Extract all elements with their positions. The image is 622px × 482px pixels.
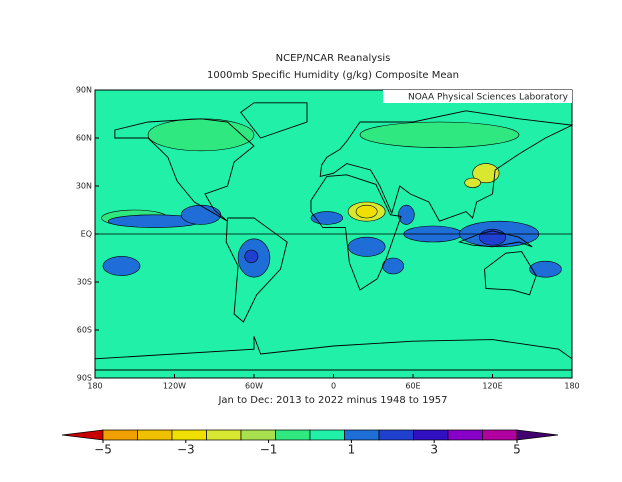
coastline — [457, 230, 533, 248]
moist-region — [310, 211, 344, 225]
colorbar-label: −3 — [177, 443, 195, 457]
lat-tick-label: 30N — [76, 182, 92, 191]
coastline — [225, 217, 288, 323]
colorbar-end — [61, 429, 104, 441]
colorbar-box — [344, 429, 380, 441]
lon-tick-label: 180 — [87, 382, 102, 391]
moist-region — [478, 228, 507, 246]
dry-region — [147, 118, 255, 152]
coastline — [319, 110, 574, 222]
lon-tick-label: 180 — [564, 382, 579, 391]
moist-region — [180, 204, 222, 225]
dry-region — [472, 163, 500, 184]
colorbar-label: 1 — [348, 443, 356, 457]
lat-tick-label: EQ — [81, 230, 92, 239]
colorbar-box — [309, 429, 345, 441]
moist-region — [529, 260, 562, 278]
colorbar-box — [171, 429, 207, 441]
moist-region — [244, 249, 259, 264]
coastline — [310, 174, 402, 291]
coastline — [240, 102, 308, 139]
lat-tick-label: 60N — [76, 134, 92, 143]
lat-tick-label: 30S — [77, 278, 92, 287]
title: NCEP/NCAR Reanalysis — [276, 53, 391, 64]
colorbar-end — [516, 429, 559, 441]
lon-tick-label: 60E — [405, 382, 420, 391]
colorbar-box — [482, 429, 518, 441]
dry-region — [355, 204, 378, 219]
moist-region — [347, 236, 386, 257]
colorbar-box — [206, 429, 242, 441]
lat-tick-label: 90N — [76, 86, 92, 95]
moist-region — [398, 204, 415, 225]
map: 180 120W 60W 0 60E 120E 180 90N 60N 30N EQ 30S 60S 90… — [76, 86, 580, 391]
colorbar-label: 5 — [513, 443, 521, 457]
colorbar-label: 3 — [430, 443, 438, 457]
colorbar-box — [378, 429, 414, 441]
lon-tick-label: 120W — [163, 382, 186, 391]
colorbar-box — [447, 429, 483, 441]
subtitle: 1000mb Specific Humidity (g/kg) Composit… — [207, 70, 459, 81]
caption: Jan to Dec: 2013 to 2022 minus 1948 to 1… — [217, 395, 447, 406]
coastline — [114, 118, 255, 222]
colorbar-label: −5 — [94, 443, 112, 457]
dry-region — [464, 177, 481, 188]
colorbar-box — [413, 429, 449, 441]
coastline — [484, 251, 537, 296]
colorbar: −5 −3 −1 1 3 5 — [61, 429, 559, 457]
colorbar-label: −1 — [260, 443, 278, 457]
lat-tick-label: 90S — [77, 374, 92, 383]
colorbar-box — [137, 429, 173, 441]
colorbar-box — [102, 429, 138, 441]
moist-region — [102, 256, 141, 276]
lon-tick-label: 60W — [245, 382, 263, 391]
credit: NOAA Physical Sciences Laboratory — [408, 93, 569, 103]
dry-region — [359, 121, 520, 148]
lon-tick-label: 120E — [482, 382, 502, 391]
lat-tick-label: 60S — [77, 326, 92, 335]
lon-tick-label: 0 — [331, 382, 336, 391]
colorbar-box — [240, 429, 276, 441]
credit-box — [383, 90, 572, 103]
colorbar-box — [275, 429, 311, 441]
